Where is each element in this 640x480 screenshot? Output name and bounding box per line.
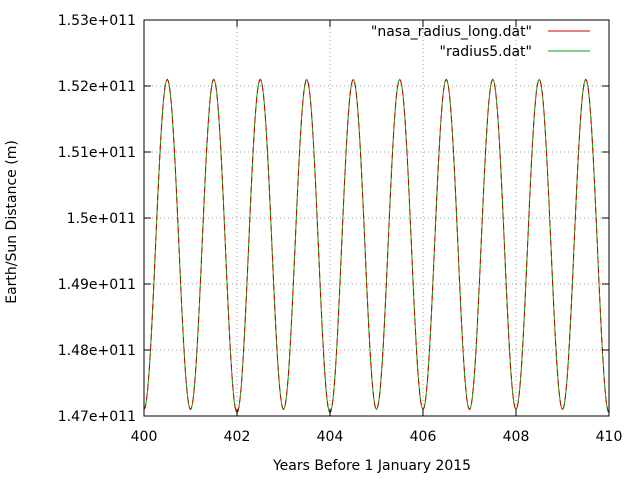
series-line-1 — [143, 78, 610, 414]
legend-label: "nasa_radius_long.dat" — [371, 24, 532, 40]
x-tick-label: 402 — [224, 429, 251, 445]
grid-lines — [144, 20, 609, 416]
x-tick-label: 400 — [131, 429, 158, 445]
y-axis-label: Earth/Sun Distance (m) — [4, 140, 20, 304]
tick-marks — [143, 19, 610, 417]
y-tick-label: 1.5e+011 — [67, 211, 136, 227]
x-tick-labels: 400 402 404 406 408 410 — [131, 429, 623, 445]
y-tick-label: 1.51e+011 — [58, 145, 136, 161]
x-tick-label: 410 — [596, 429, 623, 445]
x-tick-label: 406 — [410, 429, 437, 445]
legend: "nasa_radius_long.dat" "radius5.dat" — [371, 24, 590, 60]
y-tick-label: 1.52e+011 — [58, 79, 136, 95]
x-tick-label: 408 — [503, 429, 530, 445]
y-tick-labels: 1.47e+011 1.48e+011 1.49e+011 1.5e+011 1.51e… — [58, 13, 136, 425]
y-tick-label: 1.49e+011 — [58, 277, 136, 293]
x-tick-label: 404 — [317, 429, 344, 445]
legend-label: "radius5.dat" — [440, 44, 532, 60]
y-tick-label: 1.48e+011 — [58, 343, 136, 359]
series-line-0 — [143, 78, 610, 414]
x-axis-label: Years Before 1 January 2015 — [272, 458, 471, 474]
series-layer — [143, 78, 610, 414]
y-tick-label: 1.47e+011 — [58, 409, 136, 425]
y-tick-label: 1.53e+011 — [58, 13, 136, 29]
